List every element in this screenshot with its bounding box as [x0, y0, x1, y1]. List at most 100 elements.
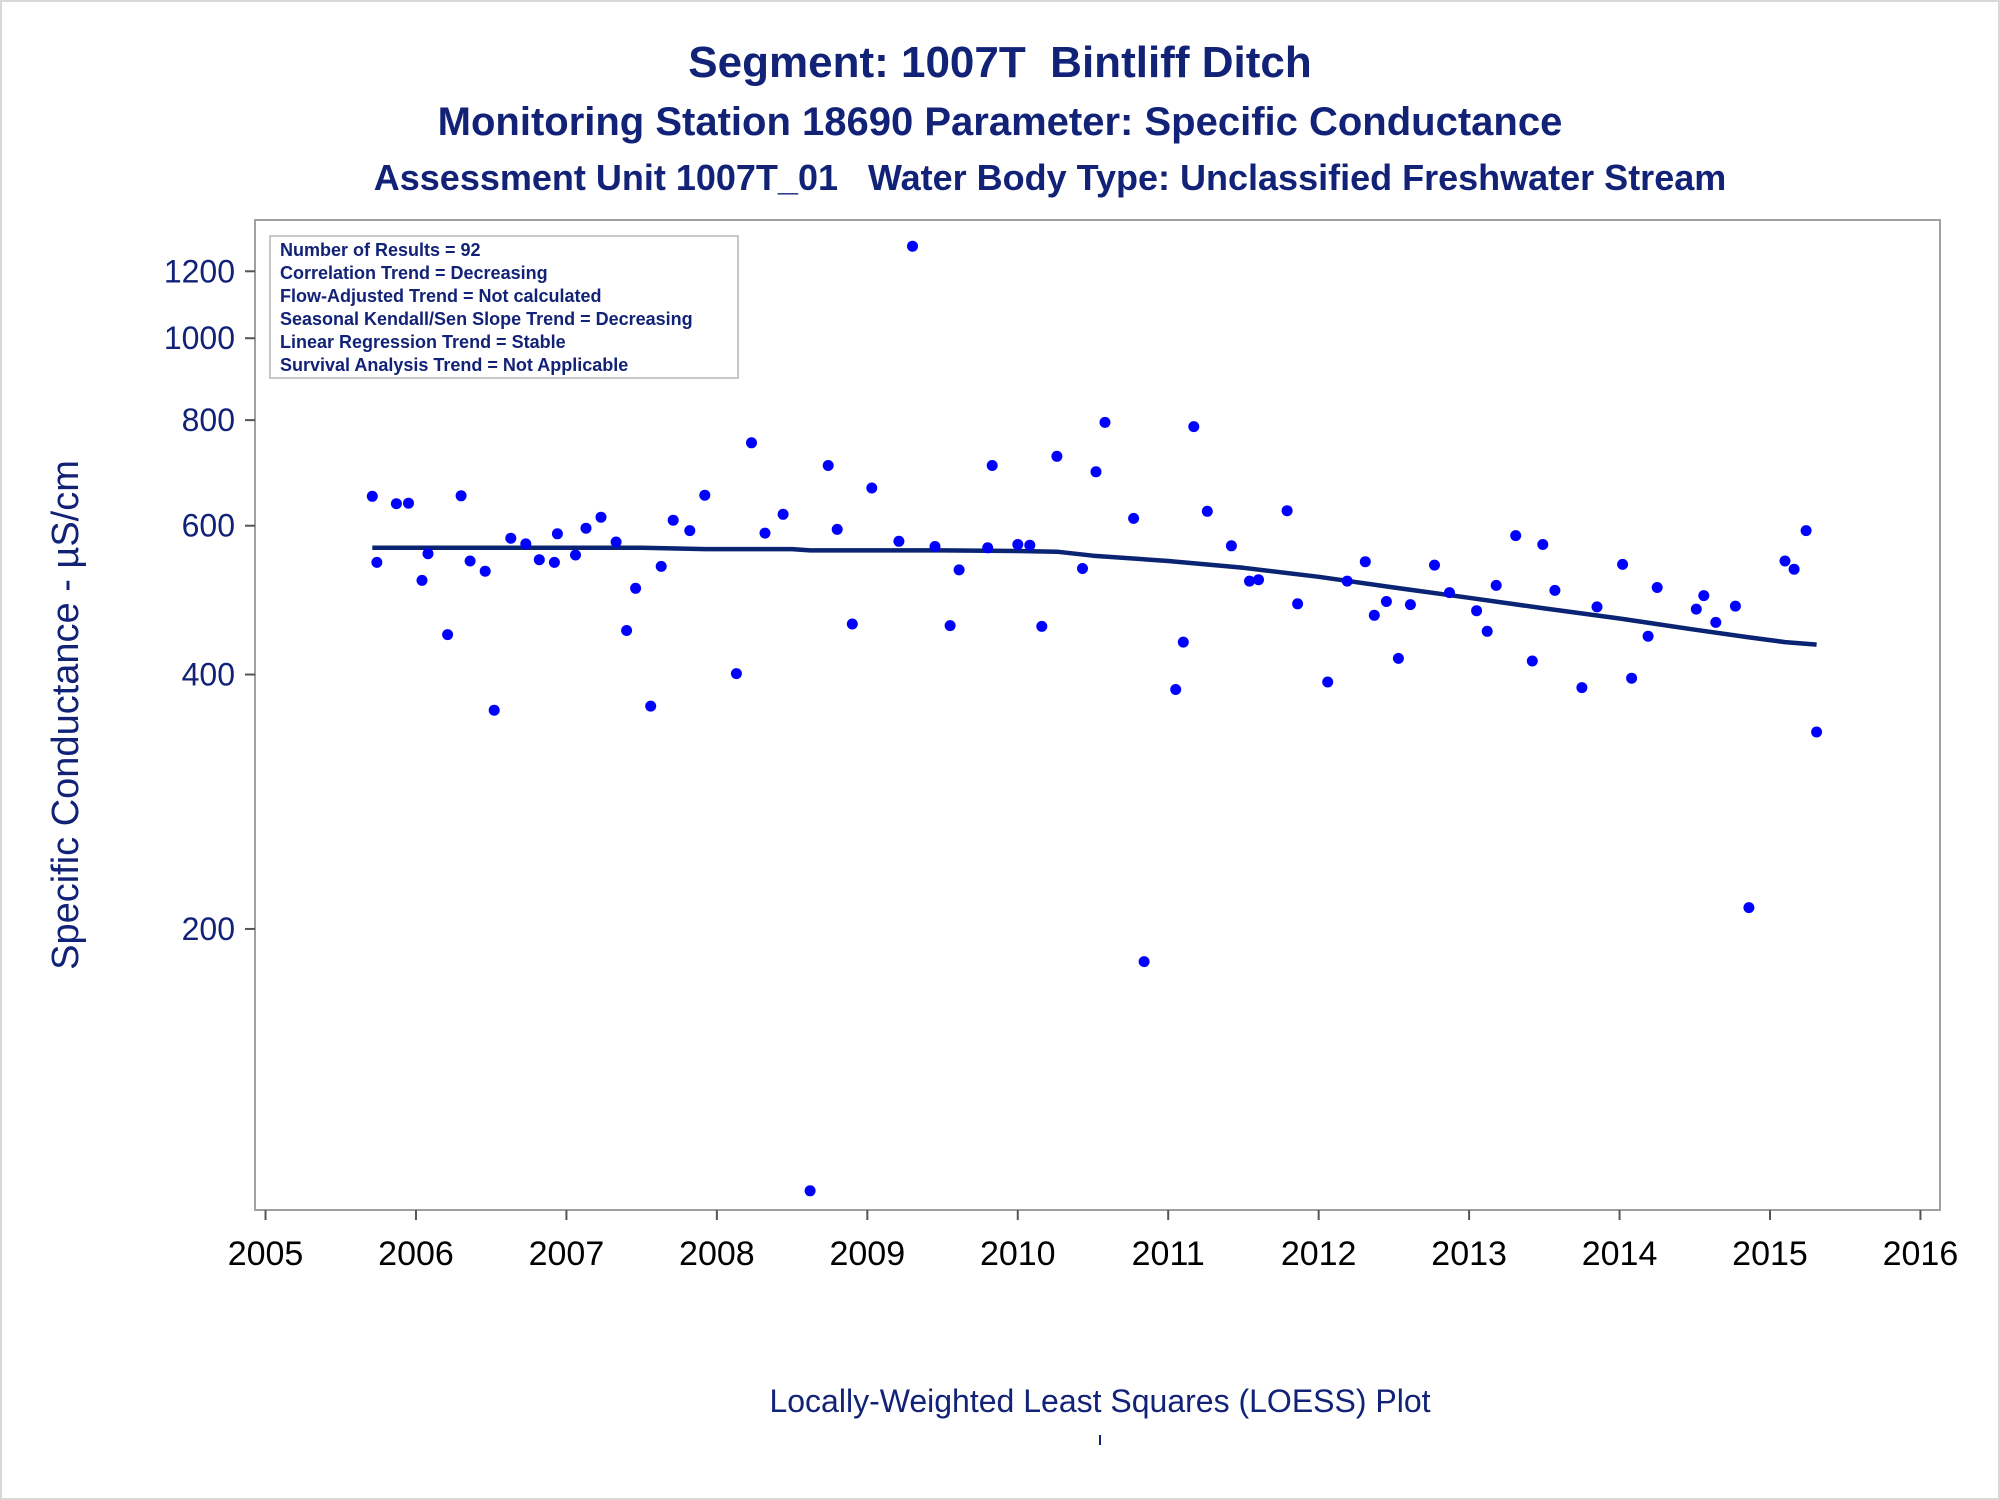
- data-point: [730, 668, 742, 680]
- footnote-mark: [1099, 1435, 1101, 1445]
- data-point: [1281, 505, 1293, 517]
- data-point: [907, 240, 918, 252]
- data-point: [1729, 600, 1741, 612]
- data-point: [1392, 652, 1404, 664]
- legend-entry: Survival Analysis Trend = Not Applicable: [280, 355, 628, 375]
- data-point: [759, 527, 771, 539]
- y-axis: 200 400 600 800 1000 1200: [164, 253, 255, 947]
- legend-entry: Flow-Adjusted Trend = Not calculated: [280, 286, 602, 306]
- data-point: [1036, 620, 1048, 632]
- data-point: [1690, 603, 1702, 615]
- data-point: [390, 498, 402, 510]
- data-point: [595, 511, 607, 523]
- data-point: [1429, 559, 1440, 571]
- data-point: [610, 536, 622, 548]
- data-point: [1642, 630, 1654, 642]
- data-point: [1099, 416, 1111, 428]
- data-point: [684, 525, 696, 537]
- x-tick-label: 2012: [1281, 1235, 1357, 1273]
- x-tick-label: 2005: [228, 1235, 304, 1273]
- data-point: [1244, 575, 1255, 587]
- data-point: [403, 497, 414, 509]
- data-point: [533, 554, 545, 566]
- data-point: [1617, 558, 1629, 570]
- data-point: [1292, 598, 1304, 610]
- data-point: [655, 560, 667, 572]
- data-point: [1170, 684, 1182, 695]
- footnote: Locally-Weighted Least Squares (LOESS) P…: [769, 1383, 1431, 1419]
- legend-entry: Linear Regression Trend = Stable: [280, 332, 566, 352]
- data-point: [371, 556, 383, 568]
- data-point: [986, 460, 998, 471]
- data-point: [1225, 540, 1237, 552]
- loess-trend-line: [372, 545, 1817, 647]
- data-point: [645, 700, 657, 712]
- data-point: [1322, 676, 1334, 688]
- data-point: [846, 618, 858, 630]
- data-point: [1177, 636, 1189, 648]
- data-point: [746, 437, 757, 449]
- data-point: [1444, 587, 1455, 599]
- data-point: [455, 490, 467, 502]
- data-point: [464, 555, 476, 567]
- legend-entry: Seasonal Kendall/Sen Slope Trend = Decre…: [280, 309, 693, 329]
- data-point: [1341, 575, 1353, 587]
- data-point: [1404, 599, 1416, 611]
- data-point: [505, 532, 517, 544]
- data-point: [1591, 601, 1603, 613]
- x-tick-label: 2015: [1732, 1235, 1808, 1273]
- data-point: [1651, 582, 1663, 593]
- y-axis-title: Specific Conductance - µS/cm: [45, 460, 87, 970]
- data-point: [366, 490, 378, 502]
- data-point: [982, 542, 994, 554]
- x-tick-label: 2009: [829, 1235, 905, 1273]
- data-point: [1077, 563, 1088, 574]
- x-tick-label: 2008: [679, 1235, 755, 1273]
- data-point: [866, 482, 878, 494]
- data-point: [1743, 902, 1755, 914]
- points-layer: [366, 240, 1823, 1197]
- data-point: [944, 620, 956, 632]
- data-point: [1710, 616, 1722, 628]
- x-axis: 2005 2006 2007 2008 2009 2010 2011 2012 2013 2014…: [228, 1210, 1959, 1273]
- data-point: [1811, 726, 1823, 738]
- data-point: [1800, 525, 1812, 537]
- data-point: [488, 704, 500, 716]
- data-point: [520, 538, 532, 550]
- data-point: [1012, 539, 1024, 550]
- data-point: [1481, 625, 1493, 637]
- data-point: [831, 523, 843, 535]
- data-point: [1128, 512, 1140, 524]
- data-point: [699, 489, 711, 501]
- x-tick-label: 2011: [1132, 1235, 1205, 1273]
- data-point: [893, 535, 905, 547]
- data-point: [548, 556, 560, 568]
- legend-box: [269, 235, 739, 379]
- data-point: [1201, 505, 1213, 517]
- data-point: [953, 564, 965, 576]
- data-point: [1537, 539, 1549, 550]
- x-tick-label: 2013: [1431, 1235, 1507, 1273]
- x-tick-label: 2016: [1883, 1235, 1959, 1273]
- data-point: [667, 514, 679, 526]
- data-point: [1380, 596, 1392, 607]
- x-tick-label: 2006: [378, 1235, 454, 1273]
- legend-entry: Correlation Trend = Decreasing: [280, 263, 548, 283]
- data-point: [1576, 682, 1588, 694]
- data-point: [1510, 530, 1522, 542]
- legend-entry: Number of Results = 92: [280, 240, 481, 260]
- data-point: [1024, 539, 1036, 551]
- data-point: [1788, 563, 1800, 575]
- data-point: [551, 528, 563, 540]
- data-point: [570, 549, 581, 561]
- data-point: [1253, 574, 1264, 586]
- chart-title-segment: Segment: 1007T Bintliff Ditch: [688, 38, 1312, 87]
- loess-layer: [372, 545, 1817, 647]
- data-point: [1471, 605, 1483, 617]
- x-tick-label: 2014: [1582, 1235, 1658, 1273]
- y-tick-label: 1200: [164, 253, 235, 289]
- data-point: [929, 541, 941, 552]
- y-tick-label: 200: [182, 911, 235, 947]
